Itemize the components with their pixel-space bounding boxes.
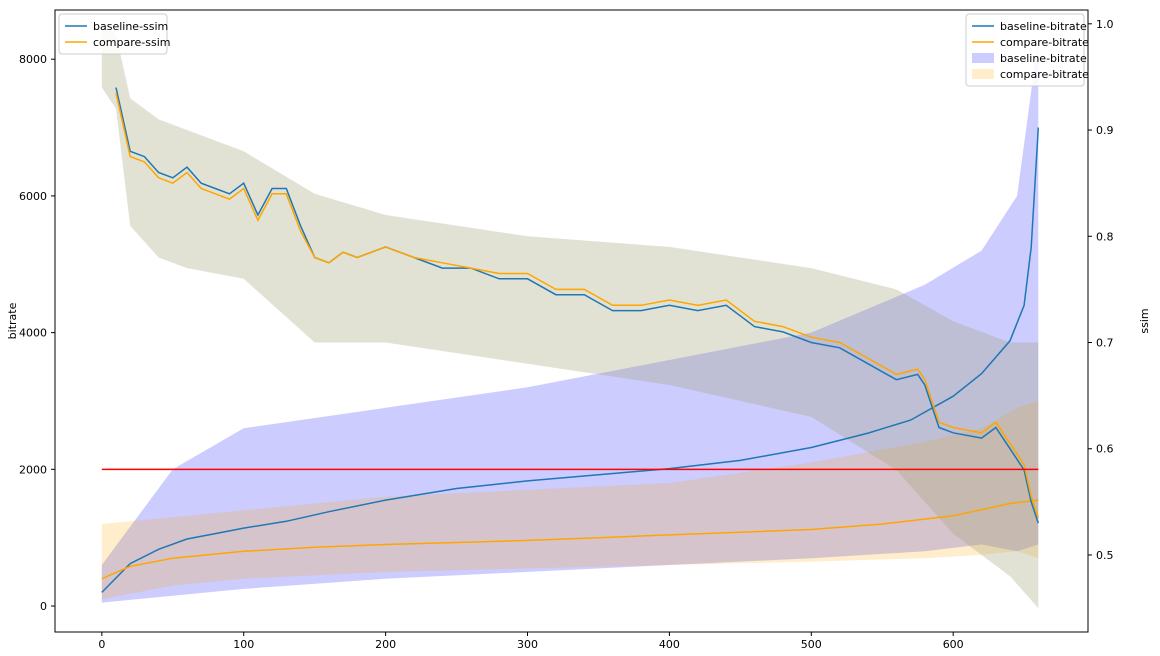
x-tick-label: 0 <box>98 638 105 651</box>
legend-label: baseline-bitrate <box>1000 20 1087 33</box>
y-left-tick-label: 4000 <box>19 327 47 340</box>
legend-left: baseline-ssim compare-ssim <box>58 13 170 55</box>
x-tick-label: 500 <box>801 638 822 651</box>
legend-label: baseline-ssim <box>93 20 168 33</box>
ssim-line-baseline-ssim <box>115 87 1040 524</box>
y-right-tick-label: 1.0 <box>1096 18 1114 31</box>
x-tick-label: 100 <box>233 638 254 651</box>
y-axis-left-label: bitrate <box>6 302 19 339</box>
x-axis: 0 100 200 300 400 500 600 <box>98 632 964 651</box>
legend-label: compare-ssim <box>93 36 170 49</box>
legend-label: compare-bitrate <box>1000 68 1089 81</box>
y-left-tick-label: 8000 <box>19 53 47 66</box>
bitrate-line-compare-bitrate <box>101 499 1039 580</box>
x-tick-label: 400 <box>659 638 680 651</box>
legend-label: baseline-bitrate <box>1000 52 1087 65</box>
y-axis-right-label: ssim <box>1138 308 1151 333</box>
legend-label: compare-bitrate <box>1000 36 1089 49</box>
x-tick-label: 200 <box>375 638 396 651</box>
y-left-tick-label: 6000 <box>19 190 47 203</box>
legend-frame <box>58 13 168 55</box>
ssim-band <box>101 23 1039 609</box>
y-right-tick-label: 0.5 <box>1096 549 1114 562</box>
x-tick-label: 300 <box>517 638 538 651</box>
y-axis-right: 0.5 0.6 0.7 0.8 0.9 1.0 <box>1088 18 1114 562</box>
ssim-line-compare-ssim <box>115 92 1040 519</box>
bitrate-band-0 <box>101 38 1039 603</box>
legend-frame <box>965 13 1085 87</box>
legend-right: baseline-bitrate compare-bitrate baseline-… <box>965 13 1089 87</box>
y-right-tick-label: 0.7 <box>1096 337 1114 350</box>
y-axis-left: 0 2000 4000 6000 8000 <box>19 53 55 613</box>
x-tick-label: 600 <box>943 638 964 651</box>
legend-swatch <box>972 69 994 79</box>
bitrate-line-baseline-bitrate <box>101 127 1040 593</box>
lines-layer <box>101 87 1040 593</box>
y-right-tick-label: 0.8 <box>1096 230 1114 243</box>
bands-layer <box>101 23 1039 609</box>
y-right-tick-label: 0.9 <box>1096 124 1114 137</box>
plot-frame <box>54 9 1089 633</box>
bitrate-band-1 <box>101 401 1039 600</box>
legend-swatch <box>972 53 994 63</box>
y-left-tick-label: 2000 <box>19 463 47 476</box>
y-right-tick-label: 0.6 <box>1096 443 1114 456</box>
y-left-tick-label: 0 <box>40 600 47 613</box>
